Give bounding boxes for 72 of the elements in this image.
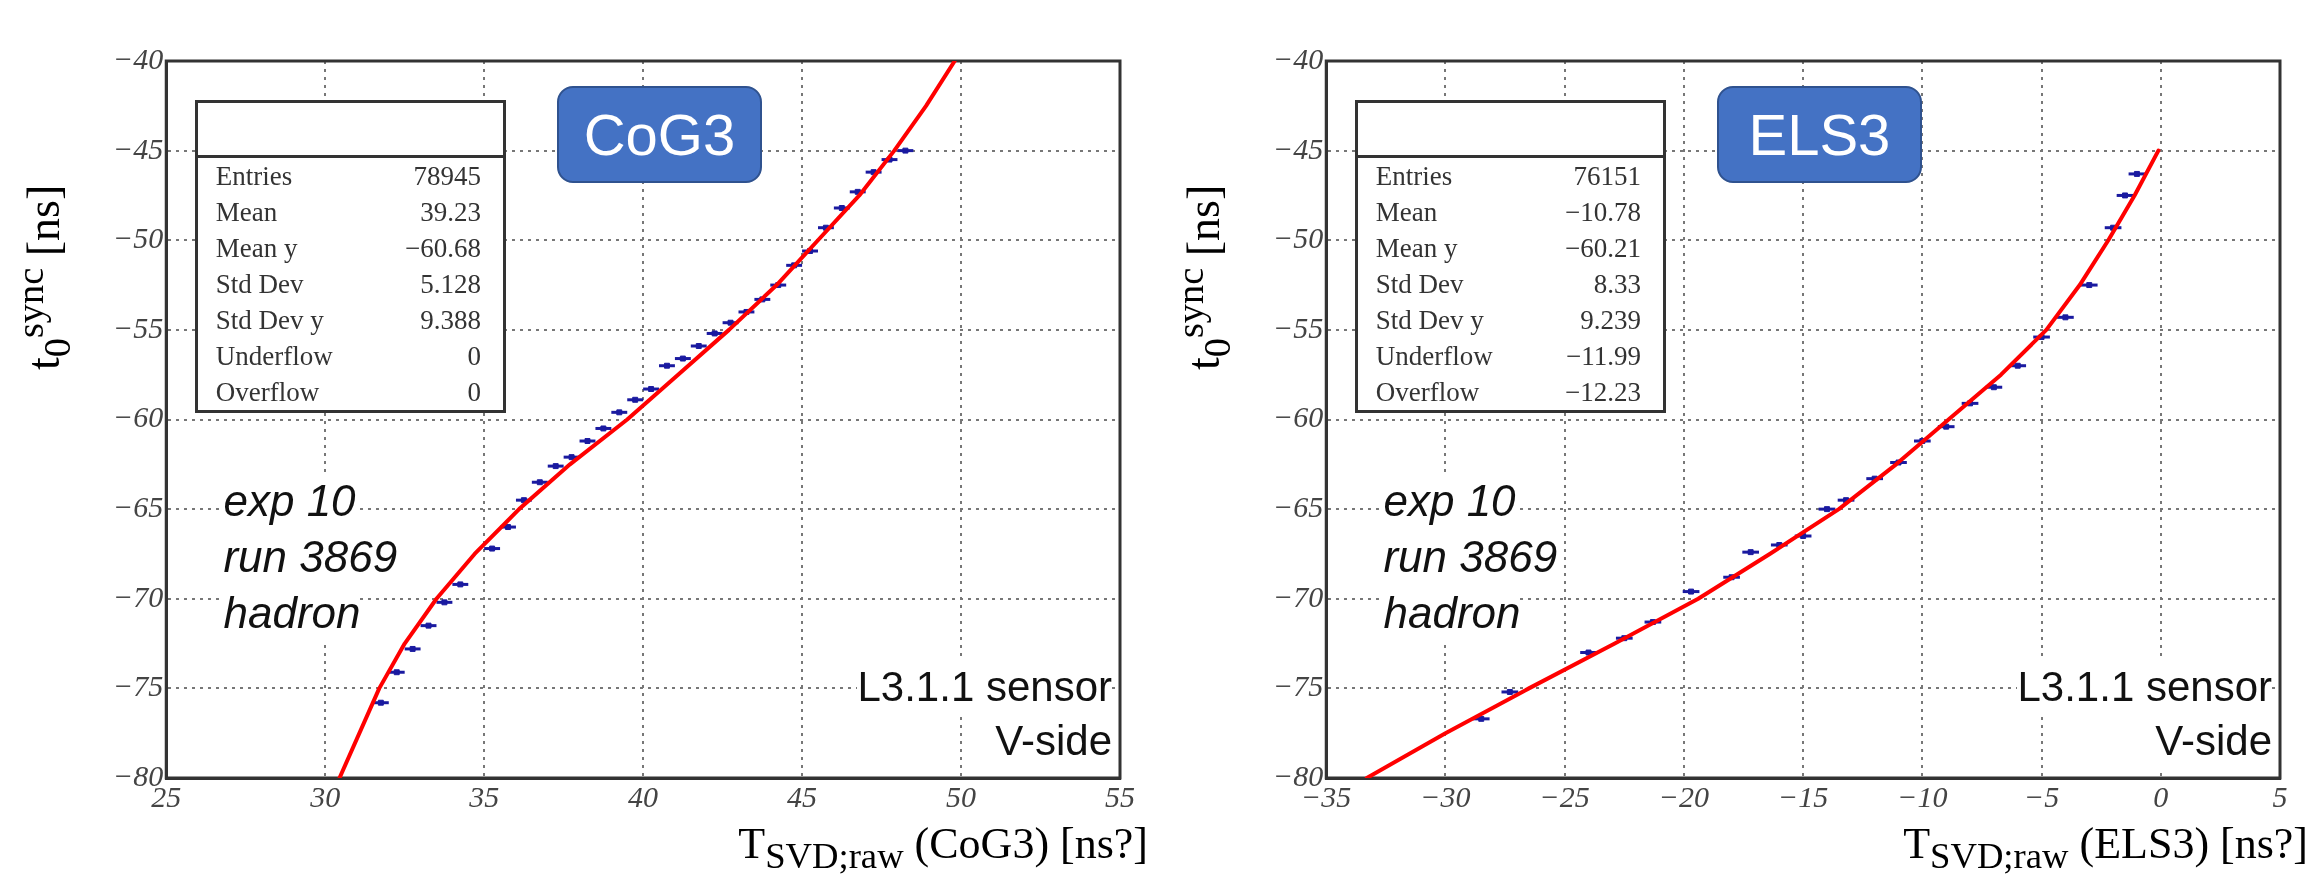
annotation: Mean	[1375, 196, 1438, 230]
y-tick-label: −50	[112, 221, 164, 255]
annotation: run 3869	[223, 529, 398, 586]
annotation: Underflow	[1375, 340, 1493, 374]
y-tick-label: −40	[1272, 41, 1324, 75]
annotation: V-side	[995, 713, 1112, 768]
annotation: −12.23	[1565, 376, 1642, 410]
y-tick-label: −60	[1272, 400, 1324, 434]
annotation: L3.1.1 sensor	[857, 659, 1112, 714]
annotation: 0	[467, 340, 482, 374]
y-tick-label: −75	[1272, 669, 1324, 703]
annotation: −11.99	[1566, 340, 1642, 374]
annotation: 39.23	[420, 196, 482, 230]
annotation: 9.388	[420, 304, 482, 338]
y-tick-label: −65	[1272, 490, 1324, 524]
x-tick-label: −10	[1897, 779, 1948, 813]
y-tick-label: −55	[1272, 310, 1324, 344]
x-tick-label: 5	[2272, 779, 2288, 813]
x-tick-label: 45	[787, 779, 818, 813]
annotation: V-side	[2155, 713, 2272, 768]
y-tick-label: −75	[112, 669, 164, 703]
annotation: Entries	[1375, 160, 1453, 194]
annotation: Overflow	[215, 376, 320, 410]
annotation: 9.239	[1580, 304, 1642, 338]
annotation: Overflow	[1375, 376, 1480, 410]
y-tick-label: −50	[1272, 221, 1324, 255]
label-badge: CoG3	[557, 86, 762, 184]
x-axis-title: T$_{SVD;raw}$ (ELS3) [ns?]	[1903, 818, 2308, 877]
annotation: Mean	[215, 196, 278, 230]
annotation: 78945	[413, 160, 482, 194]
annotation: run 3869	[1383, 529, 1558, 586]
y-tick-label: −55	[112, 310, 164, 344]
annotation: Mean y	[1375, 232, 1458, 266]
annotation: Std Dev	[1375, 268, 1464, 302]
annotation: 8.33	[1593, 268, 1642, 302]
x-tick-label: 35	[468, 779, 500, 813]
annotation: −60.68	[405, 232, 482, 266]
annotation: exp 10	[223, 473, 356, 530]
annotation: −60.21	[1565, 232, 1642, 266]
label-badge: ELS3	[1717, 86, 1922, 184]
annotation: 76151	[1573, 160, 1642, 194]
x-axis-title: T$_{SVD;raw}$ (CoG3) [ns?]	[738, 818, 1148, 877]
x-tick-label: −15	[1778, 779, 1829, 813]
annotation: −10.78	[1565, 196, 1642, 230]
y-tick-label: −45	[112, 131, 164, 165]
annotation: L3.1.1 sensor	[2017, 659, 2272, 714]
y-tick-label: −65	[112, 490, 164, 524]
annotation: Entries	[215, 160, 293, 194]
annotation: 5.128	[420, 268, 482, 302]
x-tick-label: 0	[2153, 779, 2169, 813]
annotation: Std Dev y	[1375, 304, 1484, 338]
x-tick-label: 40	[628, 779, 659, 813]
x-tick-label: −30	[1420, 779, 1471, 813]
x-tick-label: −5	[2023, 779, 2060, 813]
x-tick-label: 55	[1105, 779, 1135, 813]
x-tick-label: −20	[1658, 779, 1710, 813]
x-tick-label: 50	[946, 779, 977, 813]
x-tick-label: −25	[1539, 779, 1590, 813]
annotation: Std Dev	[215, 268, 304, 302]
annotation: Std Dev y	[215, 304, 324, 338]
annotation: exp 10	[1383, 473, 1516, 530]
annotation: Mean y	[215, 232, 298, 266]
y-tick-label: −60	[112, 400, 164, 434]
annotation: hadron	[1383, 585, 1521, 642]
y-tick-label: −70	[1272, 579, 1324, 613]
annotation: Underflow	[215, 340, 333, 374]
y-tick-label: −70	[112, 579, 164, 613]
y-tick-label: −45	[1272, 131, 1324, 165]
annotation: 0	[467, 376, 482, 410]
annotation: hadron	[223, 585, 361, 642]
x-tick-label: 30	[309, 779, 341, 813]
y-tick-label: −40	[112, 41, 164, 75]
